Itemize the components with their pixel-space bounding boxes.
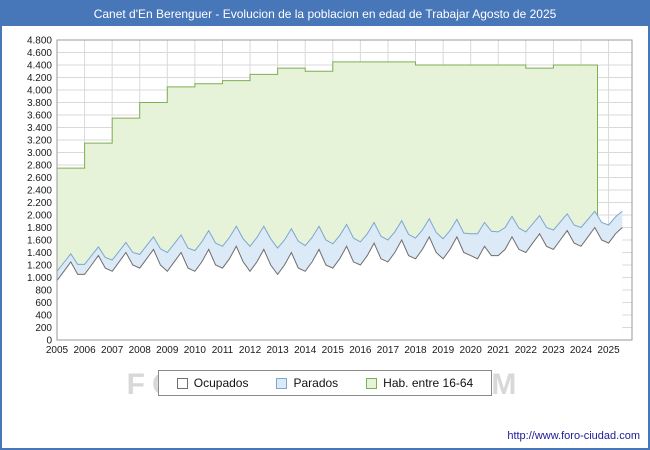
svg-text:1.200: 1.200	[27, 261, 52, 272]
svg-text:600: 600	[35, 298, 52, 309]
footer: http://www.foro-ciudad.com	[2, 426, 648, 448]
legend-item: Parados	[276, 376, 338, 390]
svg-text:4.400: 4.400	[27, 61, 52, 72]
svg-text:2011: 2011	[212, 345, 234, 356]
svg-text:0: 0	[46, 336, 52, 347]
legend-label: Ocupados	[193, 376, 249, 390]
svg-text:3.800: 3.800	[27, 98, 52, 109]
legend-item: Hab. entre 16-64	[366, 376, 473, 390]
svg-text:2005: 2005	[46, 345, 69, 356]
svg-text:400: 400	[35, 311, 52, 322]
svg-text:800: 800	[35, 286, 52, 297]
svg-text:2019: 2019	[432, 345, 455, 356]
svg-text:4.800: 4.800	[27, 36, 52, 47]
chart-legend: Ocupados Parados Hab. entre 16-64	[157, 370, 493, 396]
svg-text:2023: 2023	[542, 345, 565, 356]
chart-svg: 02004006008001.0001.2001.4001.6001.8002.…	[27, 36, 633, 356]
legend-label: Hab. entre 16-64	[383, 376, 474, 390]
population-evolution-chart: 0 200 400 600 800 1.000 1.200 1.400 1.600 1.800 2.…	[2, 26, 648, 363]
legend-swatch-icon	[176, 377, 188, 389]
legend-swatch-icon	[276, 377, 288, 389]
svg-text:1.400: 1.400	[27, 248, 52, 259]
svg-text:2022: 2022	[515, 345, 538, 356]
svg-text:2018: 2018	[404, 345, 427, 356]
svg-text:2.400: 2.400	[27, 186, 52, 197]
svg-text:1.800: 1.800	[27, 223, 52, 234]
legend-item: Ocupados	[176, 376, 249, 390]
svg-text:2016: 2016	[349, 345, 372, 356]
svg-text:2006: 2006	[73, 345, 96, 356]
svg-text:2020: 2020	[460, 345, 483, 356]
svg-text:2021: 2021	[487, 345, 510, 356]
svg-text:2012: 2012	[239, 345, 262, 356]
svg-text:3.200: 3.200	[27, 136, 52, 147]
svg-text:2.800: 2.800	[27, 161, 52, 172]
svg-text:2015: 2015	[322, 345, 345, 356]
legend-label: Parados	[293, 376, 339, 390]
svg-text:2017: 2017	[377, 345, 400, 356]
svg-text:2009: 2009	[156, 345, 179, 356]
svg-text:2010: 2010	[184, 345, 207, 356]
svg-text:4.000: 4.000	[27, 86, 52, 97]
svg-text:2007: 2007	[101, 345, 124, 356]
svg-text:3.400: 3.400	[27, 123, 52, 134]
svg-text:2024: 2024	[570, 345, 593, 356]
svg-text:2013: 2013	[266, 345, 289, 356]
svg-text:200: 200	[35, 323, 52, 334]
svg-text:2.000: 2.000	[27, 211, 52, 222]
legend-swatch-icon	[366, 377, 378, 389]
svg-text:2.200: 2.200	[27, 198, 52, 209]
svg-text:2014: 2014	[294, 345, 317, 356]
svg-text:3.000: 3.000	[27, 148, 52, 159]
svg-text:2025: 2025	[597, 345, 620, 356]
svg-text:1.000: 1.000	[27, 273, 52, 284]
svg-text:1.600: 1.600	[27, 236, 52, 247]
svg-text:4.600: 4.600	[27, 48, 52, 59]
footer-link[interactable]: http://www.foro-ciudad.com	[507, 430, 640, 442]
chart-area: 0 200 400 600 800 1.000 1.200 1.400 1.600 1.800 2.…	[2, 26, 648, 358]
chart-title: Canet d'En Berenguer - Evolucion de la p…	[2, 2, 648, 26]
svg-text:2008: 2008	[129, 345, 152, 356]
svg-text:4.200: 4.200	[27, 73, 52, 84]
svg-text:3.600: 3.600	[27, 111, 52, 122]
svg-text:2.600: 2.600	[27, 173, 52, 184]
